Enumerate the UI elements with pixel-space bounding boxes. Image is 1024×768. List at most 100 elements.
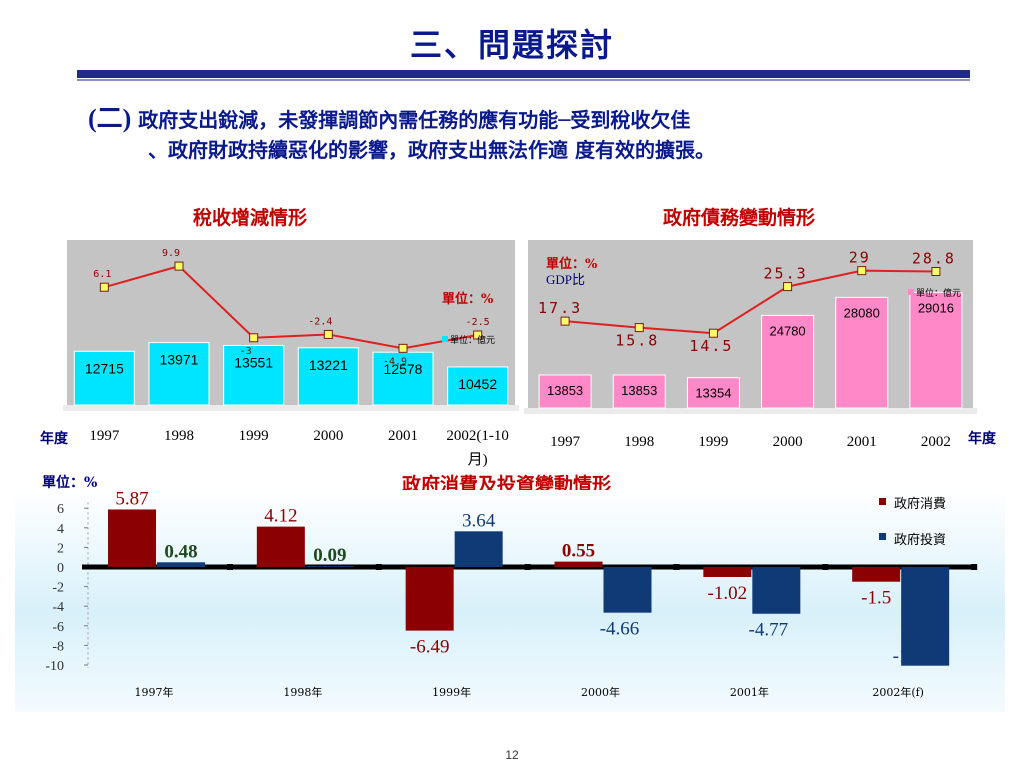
tax-axis-label: 年度: [40, 431, 68, 447]
spend-legend-swatch-investment: [879, 533, 886, 540]
debt-unit-label-2: GDP比: [546, 272, 585, 287]
debt-x-tick: 2000: [773, 434, 803, 450]
spend-zero-tick: [524, 564, 531, 570]
spend-zero-tick: [227, 564, 233, 570]
tax-bar: [297, 347, 359, 406]
debt-line-point: [857, 266, 867, 276]
tax-line-label: -2.4: [308, 316, 332, 327]
spend-consumption-bar: [405, 567, 454, 631]
spend-investment-bar: [752, 567, 801, 614]
spend-investment-label: -10.07: [893, 646, 942, 667]
debt-line-point: [708, 328, 718, 338]
debt-x-tick: 1998: [624, 434, 654, 450]
tax-x-tick: 2001: [388, 428, 418, 444]
spend-consumption-bar: [554, 561, 603, 567]
subtitle-line-1: (二) 政府支出銳減，未發揮調節內需任務的應有功能─受到稅收欠佳: [88, 98, 690, 135]
tax-bar: [73, 350, 135, 406]
spend-y-tick: 4: [57, 522, 64, 537]
tax-line-label: -2.5: [466, 317, 490, 328]
debt-legend-label: 單位：億元: [916, 287, 961, 299]
spend-investment-bar: [157, 562, 205, 567]
debt-line-label: 14.5: [689, 337, 733, 355]
debt-bar-label: 13853: [621, 383, 657, 398]
tax-line-point: [174, 261, 184, 271]
tax-plot-floor: [63, 405, 519, 411]
tax-bar-label: 12715: [85, 360, 124, 376]
debt-x-tick: 1997: [550, 434, 581, 450]
debt-x-tick: 2002: [921, 434, 951, 450]
spend-investment-label: 3.64: [462, 510, 496, 531]
spend-consumption-label: -6.49: [410, 637, 450, 658]
tax-line-point: [99, 282, 109, 292]
tax-x-tick: 1998: [164, 428, 194, 444]
debt-legend-swatch: [908, 289, 914, 295]
spend-zero-tick: [971, 564, 978, 570]
spend-investment-label: -4.66: [600, 619, 640, 640]
spend-zero-tick: [673, 564, 680, 570]
tax-legend-swatch: [442, 336, 448, 342]
spend-unit-label: 單位：%: [42, 475, 98, 491]
debt-line-point: [783, 282, 793, 292]
tax-line-point: [323, 329, 333, 339]
spend-x-tick: 2002年(f): [872, 685, 924, 699]
tax-x-tick: 1997: [89, 428, 120, 444]
debt-line-point: [634, 323, 644, 333]
spend-consumption-bar: [703, 567, 752, 577]
debt-plot-floor: [524, 408, 977, 414]
debt-x-tick: 1999: [698, 434, 728, 450]
tax-bar: [447, 366, 509, 406]
spend-legend-swatch-consumption: [879, 498, 886, 505]
tax-bar-label: 13221: [309, 357, 348, 373]
spend-x-tick: 1998年: [283, 685, 322, 699]
debt-line-label: 25.3: [764, 265, 808, 283]
tax-x-tick: 2000: [313, 428, 343, 444]
debt-bar-label: 13354: [695, 386, 731, 401]
debt-line-label: 28.8: [912, 249, 956, 267]
tax-unit-label: 單位：%: [442, 291, 494, 307]
spend-y-tick: 6: [57, 502, 64, 517]
debt-bar: [761, 314, 815, 409]
spend-investment-bar: [454, 531, 503, 567]
debt-bar: [835, 296, 889, 409]
spend-investment-label: -4.77: [749, 620, 789, 641]
spend-investment-label: 0.48: [164, 541, 197, 562]
tax-bar: [148, 342, 210, 406]
tax-line-series: [104, 264, 478, 350]
debt-line-point: [931, 266, 941, 276]
spend-y-tick: 0: [57, 561, 64, 576]
spend-zero-tick: [822, 564, 829, 570]
title-rule-thin: [77, 79, 970, 81]
spend-consumption-bar: [256, 526, 305, 567]
tax-line-point: [473, 330, 483, 340]
spend-consumption-label: -1.5: [861, 588, 891, 609]
tax-x-tick-cont: 月): [468, 452, 488, 468]
debt-bar-label: 28080: [844, 305, 880, 320]
spend-consumption-label: -1.02: [708, 583, 748, 604]
debt-bar: [538, 374, 592, 409]
debt-bar: [686, 377, 740, 409]
spend-y-tick: -6: [52, 620, 64, 635]
tax-bar-label: 13971: [160, 352, 199, 368]
tax-line-label: -3: [240, 346, 252, 357]
debt-line-series: [564, 269, 936, 335]
tax-x-tick: 2002(1-10: [446, 428, 509, 444]
tax-bar-label: 12578: [384, 361, 423, 377]
tax-line-label: -4.9: [383, 356, 407, 367]
spend-consumption-label: 5.87: [115, 488, 148, 509]
tax-bar-label: 10452: [458, 376, 497, 392]
debt-line-label: 15.8: [615, 332, 659, 350]
tax-x-tick: 1999: [239, 428, 269, 444]
page-number: 12: [505, 748, 519, 762]
debt-axis-label: 年度: [968, 431, 996, 447]
debt-bar-label: 13853: [547, 383, 583, 398]
spend-x-tick: 2000年: [581, 685, 620, 699]
spend-investment-bar: [305, 566, 354, 567]
title-rule: [77, 70, 970, 78]
spend-zero-tick: [375, 564, 382, 570]
debt-bar: [909, 291, 963, 409]
tax-bar-label: 13551: [234, 354, 273, 370]
spend-y-tick: -2: [52, 581, 64, 596]
